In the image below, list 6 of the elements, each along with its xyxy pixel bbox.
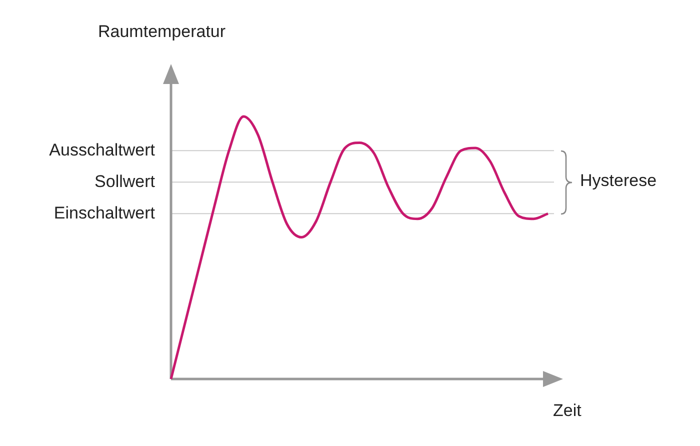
- y-axis-title: Raumtemperatur: [98, 22, 226, 42]
- ref-line-label: Ausschaltwert: [49, 140, 156, 160]
- text: Hysterese: [580, 171, 657, 192]
- x-axis-title: Zeit: [553, 401, 582, 421]
- ref-line-label: Einschaltwert: [54, 203, 156, 222]
- ref-line-label: Sollwert: [94, 172, 156, 191]
